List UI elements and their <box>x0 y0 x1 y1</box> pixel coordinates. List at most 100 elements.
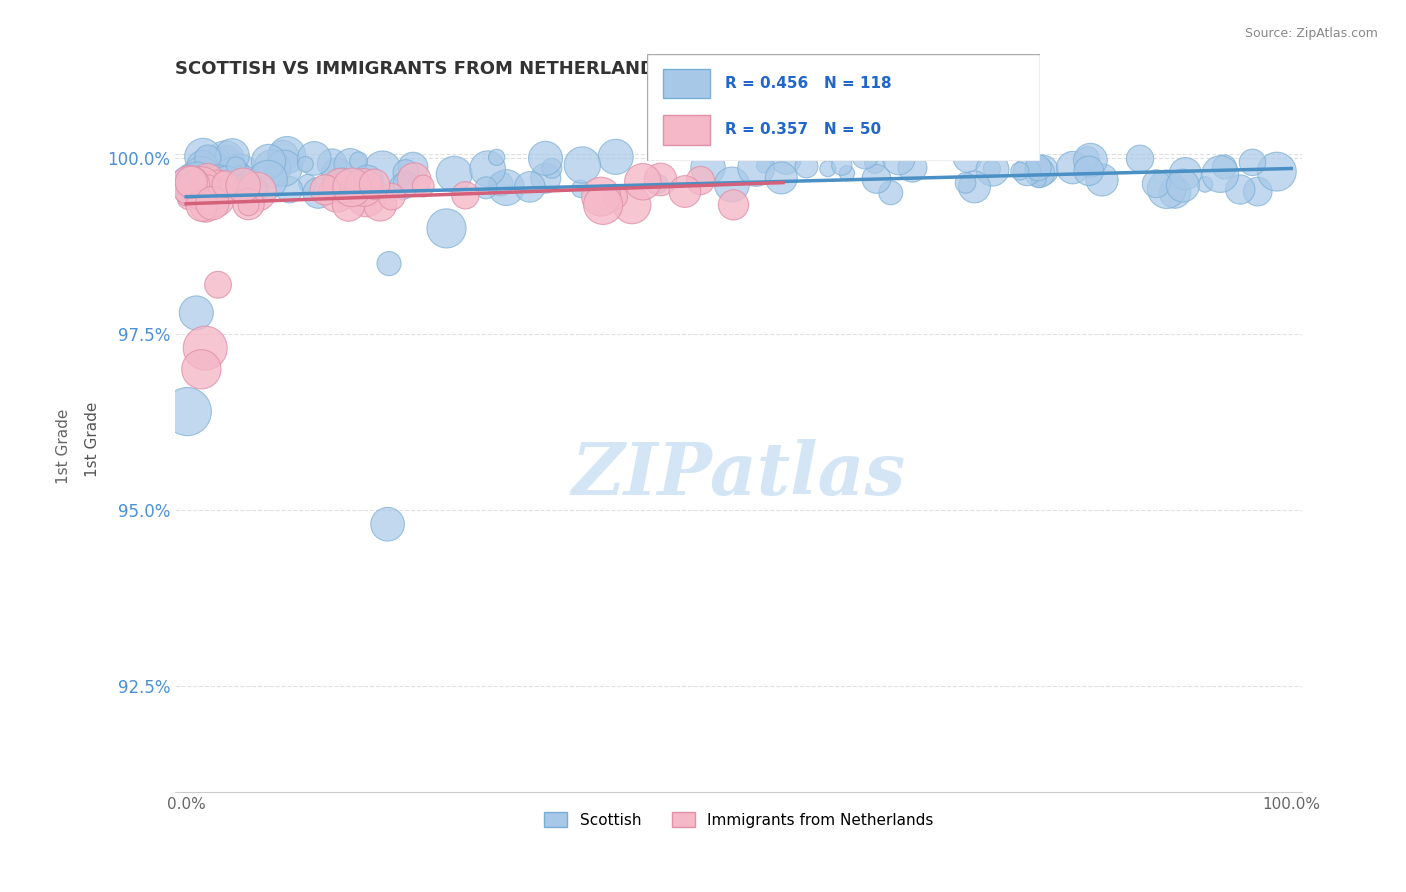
Point <box>354 190 377 204</box>
FancyBboxPatch shape <box>647 54 1040 161</box>
Point <box>1026 161 1049 175</box>
Point <box>368 197 391 211</box>
Point <box>853 148 876 162</box>
Point <box>378 257 401 271</box>
Point <box>240 175 263 189</box>
Point <box>337 198 360 212</box>
Point <box>956 151 979 165</box>
Point <box>232 175 254 189</box>
Point <box>723 198 745 212</box>
Point <box>181 181 204 195</box>
Point <box>273 161 295 176</box>
Point <box>197 173 219 187</box>
Point <box>339 158 361 172</box>
Point <box>363 178 385 192</box>
Point <box>534 171 557 186</box>
Point <box>329 178 352 193</box>
Point <box>314 183 336 197</box>
Point <box>404 172 426 186</box>
Point <box>201 196 224 211</box>
Point <box>605 150 627 164</box>
Point <box>207 182 229 196</box>
Point <box>519 180 541 194</box>
Point <box>297 177 319 191</box>
Point <box>257 172 280 186</box>
Point <box>650 172 672 186</box>
Text: R = 0.456   N = 118: R = 0.456 N = 118 <box>725 76 893 91</box>
Point <box>1247 185 1270 199</box>
Point <box>489 177 512 191</box>
Point <box>326 186 349 201</box>
Point <box>1209 167 1232 181</box>
Bar <box>662 114 710 145</box>
Point <box>752 159 775 173</box>
Point <box>205 191 228 205</box>
Point <box>485 150 508 164</box>
Point <box>1062 161 1084 175</box>
Point <box>190 362 212 376</box>
Point <box>1156 182 1178 196</box>
Point <box>402 160 425 174</box>
Point <box>689 173 711 187</box>
Point <box>197 175 219 189</box>
Point <box>831 158 853 172</box>
Point <box>721 178 744 192</box>
Text: 1st Grade: 1st Grade <box>56 409 72 483</box>
Text: R = 0.357   N = 50: R = 0.357 N = 50 <box>725 122 882 137</box>
Point <box>204 174 226 188</box>
Point <box>1076 152 1098 166</box>
Point <box>188 187 211 202</box>
Point <box>1171 178 1194 193</box>
Point <box>1241 155 1264 169</box>
Point <box>569 182 592 196</box>
Point <box>198 166 221 180</box>
Point <box>817 161 839 176</box>
Point <box>188 191 211 205</box>
Point <box>1077 163 1099 178</box>
Point <box>221 148 243 162</box>
Point <box>195 197 218 211</box>
Point <box>176 404 198 418</box>
Point <box>592 198 614 212</box>
Text: ZIPatlas: ZIPatlas <box>572 440 905 510</box>
Point <box>963 180 986 194</box>
Point <box>214 177 236 191</box>
Point <box>835 166 858 180</box>
Text: SCOTTISH VS IMMIGRANTS FROM NETHERLANDS 1ST GRADE CORRELATION CHART: SCOTTISH VS IMMIGRANTS FROM NETHERLANDS … <box>176 60 1010 78</box>
Point <box>257 154 280 169</box>
Point <box>901 161 924 175</box>
Point <box>1008 164 1031 178</box>
Point <box>187 178 209 192</box>
Point <box>1213 160 1236 174</box>
Point <box>391 179 413 194</box>
Bar <box>662 69 710 98</box>
Point <box>541 161 564 176</box>
Point <box>697 161 720 175</box>
Point <box>1174 167 1197 181</box>
Point <box>346 185 368 199</box>
Point <box>591 189 613 203</box>
Point <box>353 180 375 194</box>
Point <box>981 162 1004 177</box>
Point <box>534 152 557 166</box>
Text: Source: ZipAtlas.com: Source: ZipAtlas.com <box>1244 27 1378 40</box>
Point <box>194 341 217 355</box>
Point <box>228 165 250 179</box>
Point <box>238 198 260 212</box>
Point <box>621 198 644 212</box>
Point <box>330 176 353 190</box>
Point <box>745 161 768 175</box>
Point <box>208 154 231 169</box>
Point <box>443 167 465 181</box>
Point <box>796 159 818 173</box>
Point <box>395 165 418 179</box>
Point <box>1129 152 1152 166</box>
Point <box>229 166 252 180</box>
Point <box>232 178 254 193</box>
Y-axis label: 1st Grade: 1st Grade <box>86 402 100 477</box>
Point <box>191 199 214 213</box>
Point <box>278 183 301 197</box>
Point <box>202 173 225 187</box>
Point <box>477 161 499 176</box>
Point <box>195 152 218 166</box>
